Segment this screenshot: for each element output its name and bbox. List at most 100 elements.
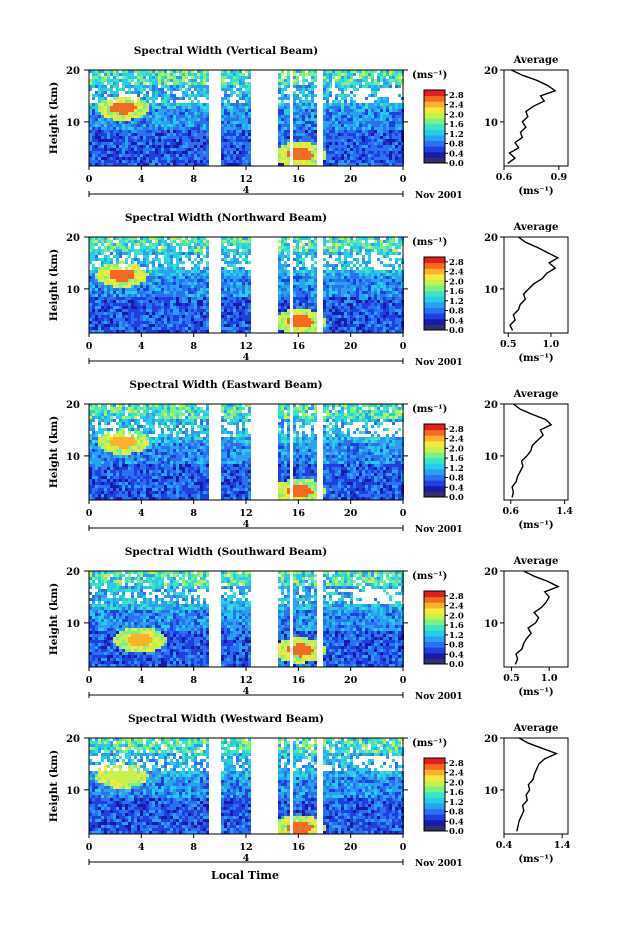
heatmap-cell — [248, 151, 251, 154]
heatmap-cell — [104, 79, 107, 82]
heatmap-cell — [92, 127, 95, 130]
heatmap-cell — [110, 249, 113, 252]
heatmap-cell — [206, 279, 209, 282]
heatmap-cell — [194, 291, 197, 294]
heatmap-cell — [122, 133, 125, 136]
heatmap-cell — [392, 115, 395, 118]
heatmap-cell — [143, 151, 146, 154]
heatmap-cell — [116, 273, 119, 276]
heatmap-cell — [395, 82, 398, 85]
heatmap-cell — [95, 73, 98, 76]
heatmap-cell — [113, 133, 116, 136]
heatmap-cell — [287, 258, 290, 261]
heatmap-cell — [194, 136, 197, 139]
heatmap-cell — [302, 249, 305, 252]
heatmap-cell — [140, 306, 143, 309]
heatmap-cell — [245, 255, 248, 258]
heatmap-cell — [110, 243, 113, 246]
heatmap-cell — [365, 139, 368, 142]
heatmap-cell — [128, 115, 131, 118]
heatmap-cell — [146, 264, 149, 267]
heatmap-cell — [200, 246, 203, 249]
heatmap-cell — [176, 112, 179, 115]
heatmap-cell — [164, 145, 167, 148]
heatmap-cell — [131, 249, 134, 252]
heatmap-cell — [164, 97, 167, 100]
heatmap-cell — [206, 324, 209, 327]
heatmap-cell — [119, 154, 122, 157]
heatmap-cell — [287, 324, 290, 327]
heatmap-cell — [368, 324, 371, 327]
heatmap-cell — [287, 279, 290, 282]
heatmap-cell — [308, 130, 311, 133]
heatmap-cell — [170, 297, 173, 300]
heatmap-cell — [221, 97, 224, 100]
heatmap-cell — [203, 321, 206, 324]
heatmap-cell — [299, 124, 302, 127]
heatmap-cell — [191, 324, 194, 327]
heatmap-cell — [239, 252, 242, 255]
heatmap-cell — [203, 160, 206, 163]
heatmap-cell — [200, 306, 203, 309]
heatmap-cell — [134, 264, 137, 267]
heatmap-cell — [197, 261, 200, 264]
heatmap-cell — [311, 118, 314, 121]
heatmap-cell — [293, 151, 296, 154]
heatmap-cell — [395, 112, 398, 115]
heatmap-cell — [116, 246, 119, 249]
heatmap-cell — [206, 154, 209, 157]
colorbar-segment — [424, 129, 445, 135]
heatmap-cell — [302, 294, 305, 297]
heatmap-cell — [122, 82, 125, 85]
heatmap-cell — [116, 276, 119, 279]
heatmap-cell — [326, 73, 329, 76]
heatmap-cell — [299, 88, 302, 91]
heatmap-cell — [149, 315, 152, 318]
heatmap-cell — [329, 315, 332, 318]
heatmap-cell — [296, 312, 299, 315]
heatmap-cell — [131, 270, 134, 273]
heatmap-cell — [137, 115, 140, 118]
heatmap-cell — [395, 103, 398, 106]
x-tick-label: 0 — [86, 174, 93, 185]
heatmap-cell — [281, 249, 284, 252]
heatmap-cell — [155, 297, 158, 300]
heatmap-cell — [176, 115, 179, 118]
heatmap-cell — [233, 306, 236, 309]
heatmap-cell — [191, 300, 194, 303]
heatmap-cell — [236, 291, 239, 294]
heatmap-cell — [158, 318, 161, 321]
heatmap-cell — [119, 243, 122, 246]
heatmap-cell — [107, 154, 110, 157]
heatmap-cell — [137, 100, 140, 103]
heatmap-cell — [110, 261, 113, 264]
heatmap-cell — [200, 282, 203, 285]
heatmap-cell — [236, 79, 239, 82]
heatmap-cell — [344, 88, 347, 91]
heatmap-cell — [149, 261, 152, 264]
heatmap-cell — [227, 327, 230, 330]
heatmap-cell — [236, 276, 239, 279]
heatmap-cell — [128, 264, 131, 267]
heatmap-cell — [248, 300, 251, 303]
heatmap-cell — [125, 115, 128, 118]
heatmap-cell — [113, 294, 116, 297]
heatmap-cell — [134, 88, 137, 91]
heatmap-cell — [134, 267, 137, 270]
heatmap-cell — [143, 157, 146, 160]
heatmap-cell — [98, 282, 101, 285]
heatmap-cell — [152, 288, 155, 291]
heatmap-cell — [188, 145, 191, 148]
heatmap-cell — [131, 112, 134, 115]
heatmap-cell — [203, 270, 206, 273]
heatmap-cell — [338, 85, 341, 88]
heatmap-cell — [134, 127, 137, 130]
heatmap-cell — [314, 309, 317, 312]
heatmap-cell — [137, 109, 140, 112]
heatmap-cell — [305, 252, 308, 255]
heatmap-cell — [314, 303, 317, 306]
heatmap-cell — [242, 85, 245, 88]
heatmap-cell — [236, 148, 239, 151]
heatmap-cell — [173, 285, 176, 288]
heatmap-cell — [146, 85, 149, 88]
